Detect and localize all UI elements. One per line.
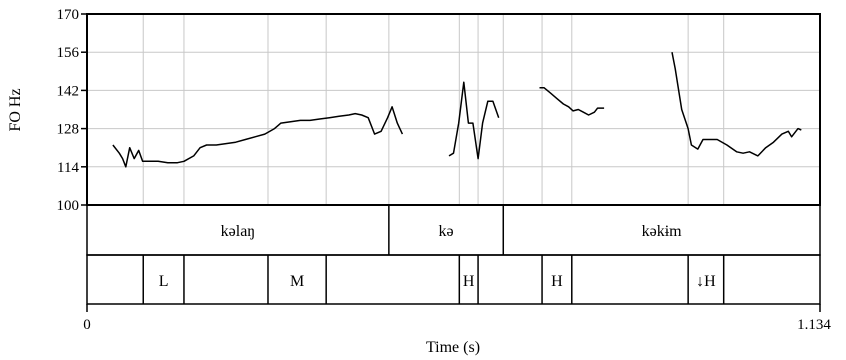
y-tick-label: 128 (57, 122, 80, 138)
tone-tier: L M H H ↓H (142, 255, 725, 304)
tone-label: H (463, 273, 475, 290)
y-axis-label: FO Hz (7, 88, 24, 131)
tone-label: M (290, 273, 304, 290)
tone-label: H (551, 273, 563, 290)
word-label: kəlaŋ (221, 223, 256, 240)
tone-label: L (159, 273, 169, 290)
y-tick-label: 100 (57, 198, 80, 214)
pitch-segment-3 (539, 86, 605, 116)
annotation-tiers: kəlaŋ kə kəkɨm L M H H ↓H (86, 204, 821, 305)
tone-label: ↓H (696, 273, 716, 290)
y-tick-label: 156 (57, 45, 80, 61)
grid-lines (87, 13, 820, 206)
tone-tier-frame (86, 254, 821, 305)
x-axis-label: Time (s) (426, 339, 480, 356)
y-tick-label: 170 (57, 7, 80, 23)
y-tick-label: 114 (57, 160, 79, 176)
plot-frame (86, 13, 821, 206)
x-tick-label: 1.134 (797, 317, 831, 333)
pitch-segment-2 (448, 81, 500, 160)
pitch-segment-1 (112, 106, 404, 168)
x-axis-ticks: 0 1.134 (83, 304, 831, 333)
pitch-segment-4 (671, 52, 802, 157)
y-tick-label: 142 (57, 83, 80, 99)
y-axis-ticks: 100 114 128 142 156 170 (57, 7, 87, 214)
word-label: kəkɨm (642, 223, 683, 240)
word-label: kə (439, 223, 454, 240)
x-tick-label: 0 (83, 317, 91, 333)
pitch-tracks (112, 52, 802, 168)
word-tier: kəlaŋ kə kəkɨm (221, 205, 683, 255)
